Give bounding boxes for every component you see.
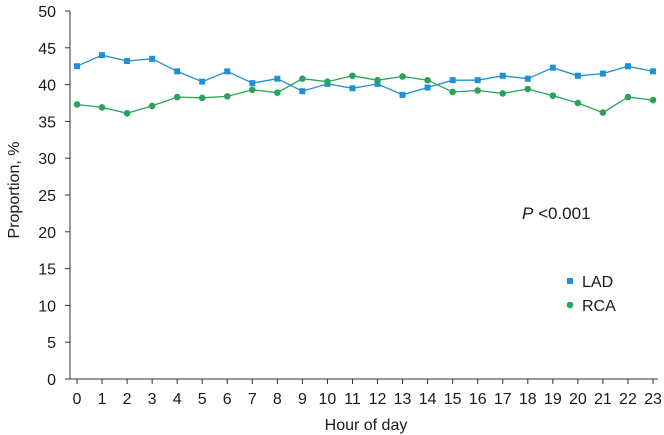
series-line-rca [76, 75, 654, 114]
data-point-lad [424, 84, 431, 91]
data-point-rca [299, 75, 306, 83]
data-point-rca [324, 78, 331, 85]
x-tick-label: 16 [469, 391, 487, 408]
data-point-rca [249, 86, 256, 94]
x-tick-label: 2 [123, 391, 132, 408]
x-tick-label: 6 [223, 391, 232, 408]
x-tick-label: 15 [444, 391, 462, 408]
data-point-rca [173, 93, 181, 101]
data-point-rca [549, 92, 557, 99]
data-point-lad [474, 77, 481, 84]
data-point-rca [399, 73, 406, 80]
data-point-lad [124, 58, 131, 65]
y-tick-label: 15 [38, 262, 56, 279]
data-point-lad [199, 78, 206, 85]
data-point-rca [274, 89, 281, 96]
data-point-lad [650, 68, 656, 75]
legend-label-rca: RCA [582, 298, 616, 315]
data-point-lad [149, 55, 156, 62]
x-tick-label: 7 [248, 391, 257, 408]
p-value-italic: P [522, 204, 534, 223]
x-tick-label: 10 [319, 391, 337, 408]
data-point-rca [499, 90, 507, 97]
data-point-lad [574, 72, 581, 79]
data-point-rca [148, 102, 156, 110]
data-point-lad [624, 63, 631, 70]
y-tick-label: 45 [38, 41, 56, 58]
y-axis: 0 5 10 15 20 25 30 35 40 45 50 [38, 4, 71, 389]
data-point-rca [474, 87, 481, 94]
data-point-lad [224, 68, 231, 75]
data-point-lad [99, 52, 106, 59]
data-point-rca [599, 109, 607, 116]
data-point-rca [223, 93, 231, 100]
x-tick-label: 23 [644, 391, 662, 408]
y-tick-label: 30 [38, 151, 56, 168]
x-tick-label: 4 [173, 391, 182, 408]
data-point-rca [524, 85, 532, 93]
legend-label-lad: LAD [582, 274, 613, 291]
x-tick-label: 11 [344, 391, 361, 408]
data-point-lad [399, 91, 406, 98]
data-point-lad [449, 77, 456, 84]
x-tick-label: 3 [148, 391, 157, 408]
x-tick-label: 14 [419, 391, 437, 408]
x-tick-label: 21 [594, 391, 612, 408]
data-point-lad [374, 80, 381, 87]
data-point-rca [198, 94, 206, 102]
x-axis-title: Hour of day [325, 417, 408, 434]
data-point-lad [349, 85, 356, 92]
p-value-annotation: P <0.001 [522, 204, 591, 223]
data-point-rca [349, 72, 356, 80]
legend-marker-lad [567, 278, 573, 284]
data-point-lad [524, 75, 531, 82]
y-tick-label: 40 [38, 78, 56, 95]
y-tick-label: 35 [38, 114, 56, 131]
y-tick-label: 25 [38, 188, 56, 205]
data-point-rca [123, 110, 131, 117]
y-tick-label: 50 [38, 4, 56, 21]
series-layer [73, 52, 657, 117]
x-tick-label: 17 [494, 391, 512, 408]
data-point-rca [649, 96, 657, 104]
x-tick-label: 18 [519, 391, 537, 408]
data-point-lad [274, 75, 281, 82]
x-tick-label: 12 [369, 391, 387, 408]
y-tick-label: 0 [47, 372, 56, 389]
data-point-rca [374, 76, 381, 84]
data-point-lad [249, 80, 256, 87]
data-point-lad [74, 63, 80, 70]
x-tick-label: 13 [394, 391, 412, 408]
x-axis: 0 1 2 3 4 5 6 7 8 9 10 11 12 13 14 15 16 17 18 19 20 21 22 23 [70, 378, 662, 408]
data-point-rca [574, 99, 582, 107]
data-point-lad [599, 70, 606, 77]
data-point-lad [549, 64, 556, 71]
p-value-text: <0.001 [533, 204, 590, 223]
y-tick-label: 20 [38, 225, 56, 242]
x-tick-label: 20 [569, 391, 587, 408]
data-point-rca [424, 76, 431, 84]
x-tick-label: 1 [98, 391, 107, 408]
x-tick-label: 8 [273, 391, 282, 408]
data-point-rca [449, 88, 456, 96]
x-tick-label: 9 [298, 391, 307, 408]
data-point-lad [499, 72, 506, 79]
data-point-rca [624, 93, 632, 101]
legend-marker-rca [566, 301, 574, 309]
y-tick-label: 5 [47, 335, 56, 352]
series-line-lad [76, 54, 654, 96]
y-axis-title: Proportion, % [6, 142, 23, 239]
x-tick-label: 19 [544, 391, 562, 408]
data-point-lad [174, 68, 181, 75]
y-tick-label: 10 [38, 298, 56, 315]
data-point-rca [98, 104, 106, 111]
x-tick-label: 22 [619, 391, 637, 408]
legend: LAD RCA [566, 274, 616, 315]
x-tick-label: 0 [73, 391, 82, 408]
data-point-lad [299, 88, 306, 95]
x-tick-label: 5 [198, 391, 207, 408]
data-point-rca [73, 101, 81, 108]
